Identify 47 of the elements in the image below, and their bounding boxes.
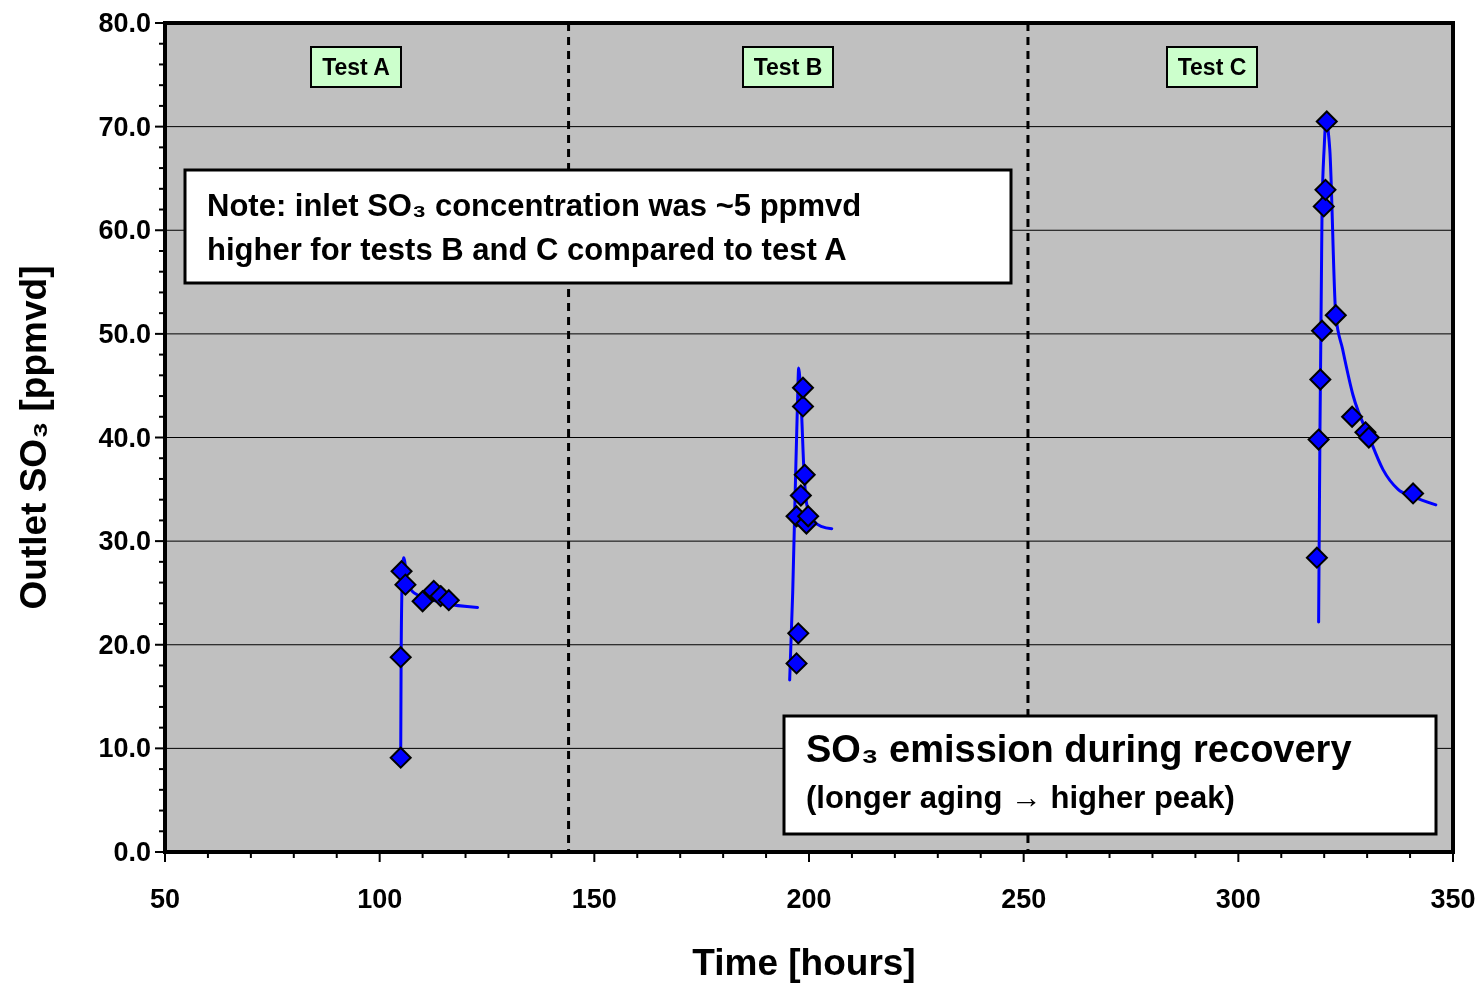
y-tick-label: 60.0	[98, 215, 151, 246]
x-tick-label: 200	[786, 884, 832, 914]
point	[1305, 546, 1328, 569]
x-tick-label: 350	[1430, 884, 1476, 914]
y-tick-label: 40.0	[98, 422, 151, 453]
point	[437, 589, 460, 612]
annotation: SO₃ emission during recovery (longer aging → higher peak)	[806, 728, 1352, 815]
point	[1314, 178, 1337, 201]
annotation: Test C	[1177, 54, 1247, 80]
point	[793, 463, 816, 486]
point	[1402, 482, 1425, 505]
point	[785, 652, 808, 675]
line-series	[788, 366, 834, 682]
point	[1309, 368, 1332, 391]
x-axis-title: Time [hours]	[692, 942, 916, 983]
y-tick-label: 20.0	[98, 629, 151, 660]
point	[394, 573, 417, 596]
x-tick-label: 300	[1215, 884, 1261, 914]
x-tick-label: 250	[1001, 884, 1047, 914]
y-tick-label: 50.0	[98, 318, 151, 349]
y-tick-label: 80.0	[98, 8, 151, 38]
point	[789, 484, 812, 507]
annotation: Test A	[322, 54, 390, 80]
point	[1311, 319, 1334, 342]
point	[1307, 428, 1330, 451]
y-tick-label: 10.0	[98, 733, 151, 764]
annotation: Test B	[753, 54, 823, 80]
annotation: Note: inlet SO₃ concentration was ~5 ppmvd higher for tests B and C compared to test A	[207, 188, 862, 267]
point	[389, 646, 412, 669]
y-tick-label: 30.0	[98, 526, 151, 557]
x-tick-label: 150	[571, 884, 617, 914]
point	[1357, 426, 1380, 449]
y-axis-title: Outlet SO₃ [ppmvd]	[13, 265, 54, 610]
point	[787, 622, 810, 645]
x-tick-label: 50	[149, 884, 181, 914]
point	[797, 505, 820, 528]
point	[791, 395, 814, 418]
point	[1341, 405, 1364, 428]
x-tick-label: 100	[357, 884, 403, 914]
point	[389, 746, 412, 769]
y-tick-label: 0.0	[113, 837, 151, 867]
point	[791, 376, 814, 399]
point	[1324, 304, 1347, 327]
point	[411, 590, 434, 613]
point	[1312, 195, 1335, 218]
point	[1315, 110, 1338, 133]
y-tick-label: 70.0	[98, 111, 151, 142]
